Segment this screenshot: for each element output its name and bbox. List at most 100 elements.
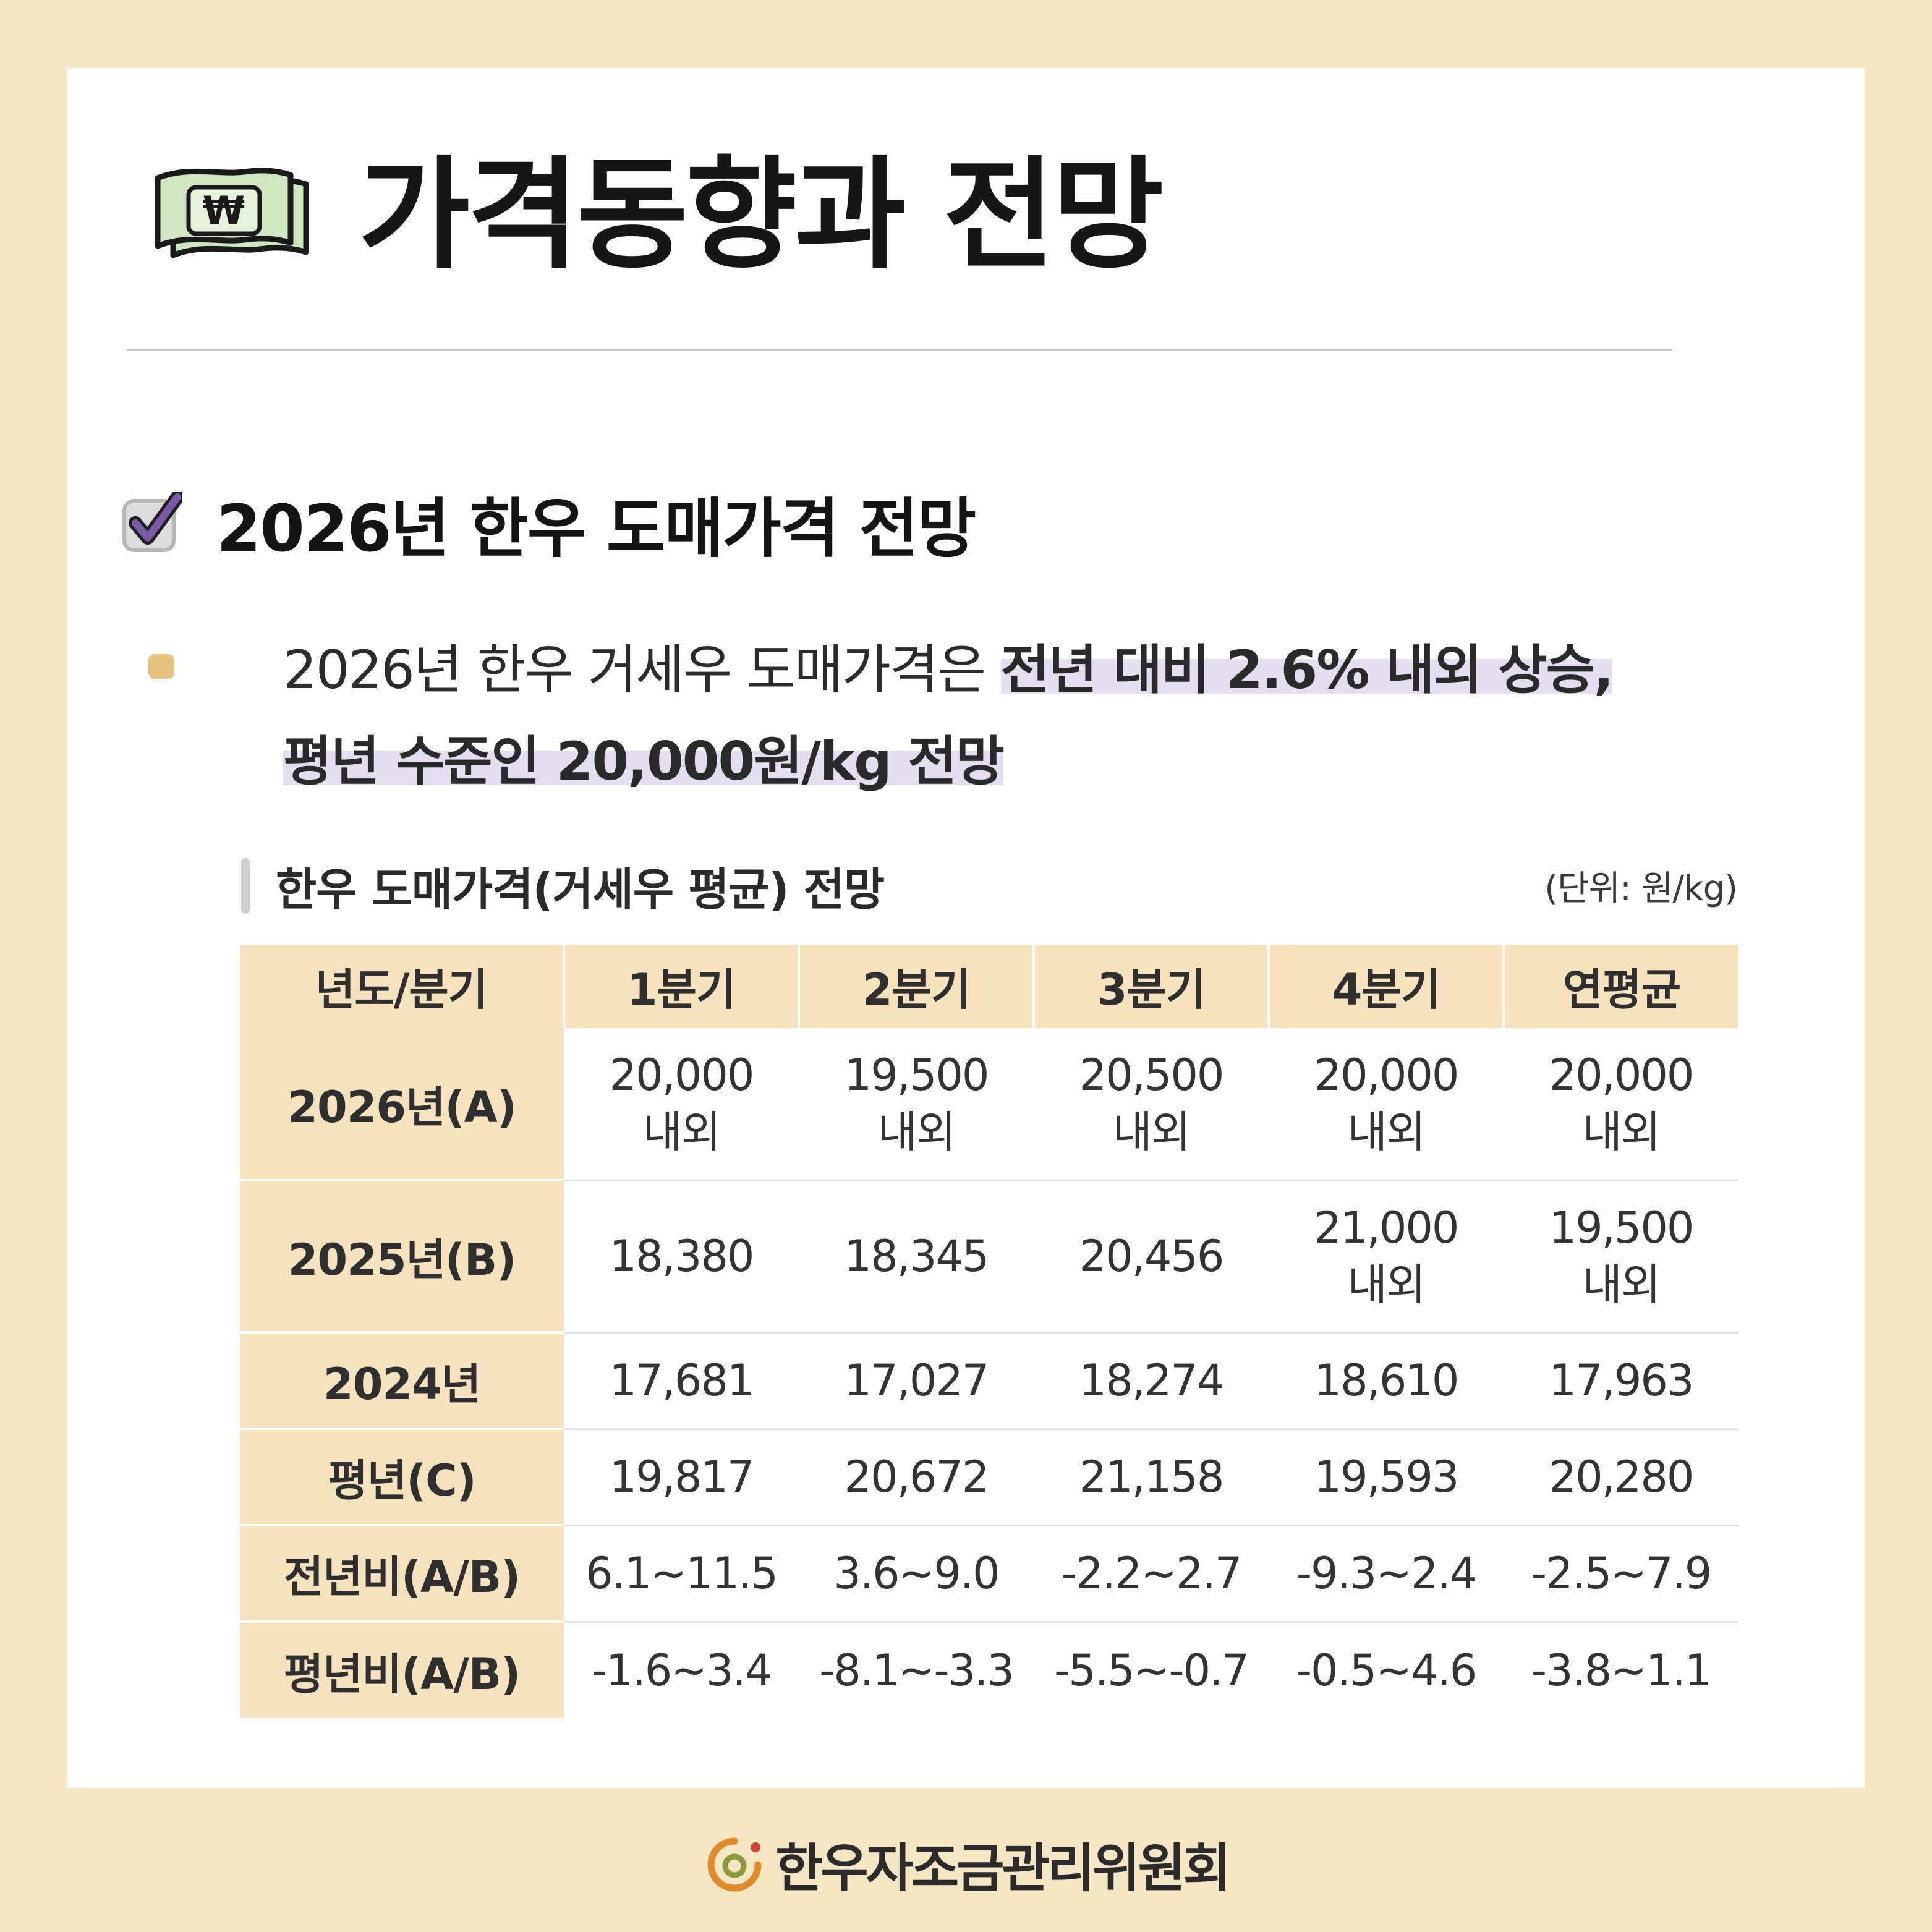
- cell-value: -2.5~7.9: [1531, 1548, 1713, 1599]
- table-cell: 17,963: [1504, 1332, 1738, 1430]
- cell-value: -8.1~-3.3: [819, 1645, 1015, 1696]
- column-header: 3분기: [1034, 945, 1270, 1028]
- table-cell: 21,000 내외: [1269, 1180, 1504, 1334]
- cell-value: 19,817: [609, 1452, 755, 1502]
- column-header: 4분기: [1269, 945, 1505, 1028]
- table-cell: 3.6~9.0: [799, 1525, 1034, 1623]
- table-cell: 17,027: [799, 1332, 1034, 1430]
- table-cell: -3.8~1.1: [1504, 1622, 1738, 1718]
- cell-value: 20,000: [1549, 1050, 1695, 1101]
- bullet-item: 2026년 한우 거세우 도매가격은 전년 대비 2.6% 내외 상승, 평년 수…: [148, 624, 1756, 807]
- cell-value: 19,500: [1549, 1202, 1695, 1253]
- table-row: 2025년(B) 18,380 18,345 20,456 21,000 내외 19,500…: [240, 1180, 1738, 1334]
- cell-value: 6.1~11.5: [585, 1548, 778, 1599]
- table-cell: -2.2~2.7: [1034, 1525, 1269, 1623]
- cell-value: 20,000: [609, 1050, 755, 1101]
- bullet-text-plain: 2026년 한우 거세우 도매가격은: [283, 639, 1001, 701]
- row-header: 전년비(A/B): [240, 1525, 564, 1623]
- table-cell: 20,500 내외: [1034, 1028, 1269, 1181]
- cell-value: 19,500: [844, 1050, 990, 1101]
- table-cell: 18,380: [564, 1180, 799, 1334]
- cell-value: 18,345: [844, 1231, 990, 1282]
- cell-qualifier: 내외: [1347, 1259, 1426, 1310]
- table-cell: 18,274: [1034, 1332, 1269, 1430]
- section-header: 2026년 한우 도매가격 전망: [121, 476, 976, 569]
- table-row: 2026년(A) 20,000 내외 19,500 내외 20,500 내외 20,000 내외…: [240, 1028, 1738, 1181]
- table-header-row: 년도/분기 1분기 2분기 3분기 4분기 연평균: [240, 945, 1738, 1028]
- org-name: 한우자조금관리위원회: [775, 1838, 1231, 1899]
- cell-value: 20,672: [844, 1452, 990, 1502]
- row-header: 2024년: [240, 1332, 564, 1430]
- table-cell: -1.6~3.4: [564, 1622, 799, 1718]
- row-header: 2026년(A): [240, 1028, 564, 1181]
- table-cell: 20,456: [1034, 1180, 1269, 1334]
- cell-value: 21,158: [1079, 1452, 1225, 1502]
- table-cell: 19,500 내외: [1504, 1180, 1738, 1334]
- row-header: 평년(C): [240, 1429, 564, 1526]
- column-header: 2분기: [799, 945, 1035, 1028]
- divider: [127, 349, 1672, 351]
- cell-qualifier: 내외: [877, 1107, 956, 1158]
- table-cell: 19,817: [564, 1429, 799, 1526]
- hanwoo-logo-icon: [707, 1837, 762, 1891]
- cell-value: 3.6~9.0: [833, 1548, 1000, 1599]
- column-header: 1분기: [564, 945, 800, 1028]
- row-header: 2025년(B): [240, 1180, 564, 1334]
- table-cell: 18,345: [799, 1180, 1034, 1334]
- table-cell: 19,593: [1269, 1429, 1504, 1526]
- table-cell: 21,158: [1034, 1429, 1269, 1526]
- table-cell: -2.5~7.9: [1504, 1525, 1738, 1623]
- footer: 한우자조금관리위원회: [0, 1827, 1932, 1902]
- bullet-text: 2026년 한우 거세우 도매가격은 전년 대비 2.6% 내외 상승, 평년 수…: [283, 624, 1756, 807]
- cell-value: 19,593: [1314, 1452, 1460, 1502]
- cell-value: 17,681: [609, 1355, 755, 1406]
- cell-value: 18,274: [1079, 1355, 1225, 1406]
- cell-value: -5.5~-0.7: [1054, 1645, 1249, 1696]
- table-cell: 6.1~11.5: [564, 1525, 799, 1623]
- table-cell: 19,500 내외: [799, 1028, 1034, 1181]
- bullet-highlight-2: 평년 수준인 20,000원/kg 전망: [283, 731, 1005, 793]
- table-row: 평년비(A/B) -1.6~3.4 -8.1~-3.3 -5.5~-0.7 -0.5~4…: [240, 1622, 1738, 1718]
- table-cell: -0.5~4.6: [1269, 1622, 1504, 1718]
- cell-value: 17,963: [1549, 1355, 1695, 1406]
- caption-bar: [241, 857, 250, 914]
- table-cell: 17,681: [564, 1332, 799, 1430]
- page-header: ₩ 가격동향과 전망: [148, 155, 1164, 276]
- cell-qualifier: 내외: [642, 1107, 721, 1158]
- cell-value: -2.2~2.7: [1061, 1548, 1243, 1599]
- cell-value: 20,456: [1079, 1231, 1225, 1282]
- table-cell: 20,000 내외: [1504, 1028, 1738, 1181]
- row-header: 평년비(A/B): [240, 1622, 564, 1718]
- price-table: 년도/분기 1분기 2분기 3분기 4분기 연평균 2026년(A) 20,000…: [240, 945, 1738, 1718]
- bullet-highlight-1: 전년 대비 2.6% 내외 상승,: [1000, 639, 1614, 701]
- table-caption: 한우 도매가격(거세우 평균) 전망 (단위: 원/kg): [241, 853, 1738, 918]
- cell-qualifier: 내외: [1347, 1107, 1426, 1158]
- cell-value: 20,280: [1549, 1452, 1695, 1502]
- table-cell: -5.5~-0.7: [1034, 1622, 1269, 1718]
- checkbox-checked-icon: [122, 492, 182, 552]
- table-row: 전년비(A/B) 6.1~11.5 3.6~9.0 -2.2~2.7 -9.3~2.4 -…: [240, 1525, 1738, 1623]
- cell-value: 20,000: [1314, 1050, 1460, 1101]
- cell-value: 18,610: [1314, 1355, 1460, 1406]
- table-cell: 20,000 내외: [564, 1028, 799, 1181]
- cell-value: -3.8~1.1: [1531, 1645, 1713, 1696]
- cell-value: -0.5~4.6: [1296, 1645, 1478, 1696]
- column-header: 연평균: [1504, 945, 1738, 1028]
- money-bill-icon: ₩: [155, 168, 309, 258]
- table-cell: 20,280: [1504, 1429, 1738, 1526]
- table-cell: -8.1~-3.3: [799, 1622, 1034, 1718]
- cell-qualifier: 내외: [1112, 1107, 1191, 1158]
- section-title: 2026년 한우 도매가격 전망: [216, 491, 976, 566]
- svg-text:₩: ₩: [203, 188, 245, 233]
- table-cell: 20,000 내외: [1269, 1028, 1504, 1181]
- table-title: 한우 도매가격(거세우 평균) 전망: [276, 864, 885, 916]
- column-header: 년도/분기: [240, 945, 565, 1028]
- table-row: 2024년 17,681 17,027 18,274 18,610 17,963: [240, 1332, 1738, 1430]
- cell-qualifier: 내외: [1582, 1107, 1661, 1158]
- table-cell: -9.3~2.4: [1269, 1525, 1504, 1623]
- table-unit: (단위: 원/kg): [1544, 869, 1738, 909]
- cell-value: 18,380: [609, 1231, 755, 1282]
- cell-value: 20,500: [1079, 1050, 1225, 1101]
- bullet-dot: [148, 654, 174, 679]
- cell-value: 17,027: [844, 1355, 990, 1406]
